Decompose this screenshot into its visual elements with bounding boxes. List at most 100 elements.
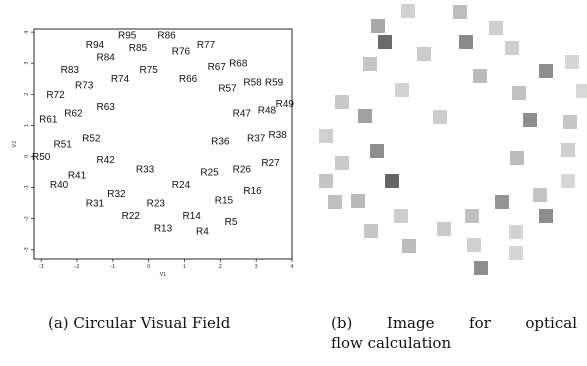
- gray-square: [565, 55, 579, 69]
- gray-square: [473, 69, 487, 83]
- gray-square: [335, 95, 349, 109]
- gray-square: [394, 209, 408, 223]
- x-tick-label: 2: [219, 264, 222, 270]
- region-label-r85: R85: [129, 43, 148, 54]
- region-label-r27: R27: [261, 158, 280, 169]
- gray-square: [319, 174, 333, 188]
- region-label-r83: R83: [61, 65, 80, 76]
- gray-square: [523, 113, 537, 127]
- gray-square: [437, 222, 451, 236]
- gray-square: [371, 19, 385, 33]
- region-label-r31: R31: [86, 199, 105, 210]
- region-label-r94: R94: [86, 40, 105, 51]
- y-tick-label: 0: [24, 155, 30, 158]
- x-tick-label: -1: [110, 264, 115, 270]
- caption-b: (b) Image for optical flow calculation: [331, 313, 577, 353]
- gray-square: [417, 47, 431, 61]
- optical-flow-image: [319, 4, 587, 275]
- region-label-r38: R38: [268, 130, 287, 141]
- gray-square: [351, 194, 365, 208]
- gray-square: [495, 195, 509, 209]
- x-tick-label: 1: [183, 264, 186, 270]
- region-label-r15: R15: [215, 195, 234, 206]
- gray-square: [510, 151, 524, 165]
- y-tick-label: -1: [24, 185, 30, 190]
- gray-square: [539, 209, 553, 223]
- region-label-r73: R73: [75, 80, 94, 91]
- gray-square: [402, 239, 416, 253]
- region-label-r50: R50: [32, 152, 51, 163]
- region-label-r62: R62: [64, 108, 83, 119]
- gray-square: [364, 224, 378, 238]
- region-label-r84: R84: [96, 52, 115, 63]
- y-tick-label: 1: [24, 124, 30, 127]
- region-label-r86: R86: [157, 31, 176, 42]
- region-label-r37: R37: [247, 133, 266, 144]
- plot-frame: [33, 28, 293, 260]
- gray-square: [465, 209, 479, 223]
- region-label-r41: R41: [68, 171, 87, 182]
- gray-square: [401, 4, 415, 18]
- region-label-r24: R24: [172, 180, 191, 191]
- gray-square: [363, 57, 377, 71]
- gray-square: [533, 188, 547, 202]
- x-axis-label: V1: [160, 272, 167, 278]
- region-label-r16: R16: [243, 186, 262, 197]
- region-label-r72: R72: [46, 90, 65, 101]
- region-label-r14: R14: [182, 211, 201, 222]
- gray-square: [459, 35, 473, 49]
- region-label-r49: R49: [276, 99, 295, 110]
- region-label-r5: R5: [225, 217, 238, 228]
- y-tick-label: 2: [24, 93, 30, 96]
- caption-a: (a) Circular Visual Field: [48, 314, 231, 332]
- gray-square: [385, 174, 399, 188]
- region-label-r26: R26: [233, 164, 252, 175]
- x-tick-label: 0: [147, 264, 150, 270]
- region-label-r42: R42: [96, 155, 115, 166]
- gray-square: [489, 21, 503, 35]
- gray-square: [433, 110, 447, 124]
- gray-square: [561, 174, 575, 188]
- region-labels: R95 R86 R94 R85 R76 R77 R84 R67 R68 R83 R75 R74 R66 R…: [32, 31, 294, 238]
- x-tick-label: 4: [290, 264, 293, 270]
- x-tick-label: -3: [39, 264, 44, 270]
- gray-square: [509, 225, 523, 239]
- gray-square: [509, 246, 523, 260]
- gray-square: [319, 129, 333, 143]
- y-axis-label: V2: [12, 141, 18, 148]
- region-label-r67: R67: [208, 62, 227, 73]
- gray-square: [395, 83, 409, 97]
- region-label-r4: R4: [196, 227, 209, 238]
- gray-square: [335, 156, 349, 170]
- x-axis-ticks: -3 -2 -1 0 1 2 3 4: [39, 259, 294, 270]
- region-label-r51: R51: [53, 140, 72, 151]
- region-label-r25: R25: [200, 167, 219, 178]
- region-label-r74: R74: [111, 74, 130, 85]
- region-label-r23: R23: [147, 199, 166, 210]
- region-label-r76: R76: [172, 46, 191, 57]
- region-label-r57: R57: [218, 84, 237, 95]
- region-label-r32: R32: [107, 189, 126, 200]
- gray-square: [576, 84, 587, 98]
- gray-square: [378, 35, 392, 49]
- region-label-r66: R66: [179, 74, 198, 85]
- region-label-r59: R59: [265, 77, 284, 88]
- region-label-r68: R68: [229, 59, 248, 70]
- region-label-r63: R63: [96, 102, 115, 113]
- y-tick-label: -3: [24, 247, 30, 252]
- gray-square: [561, 143, 575, 157]
- gray-square: [512, 86, 526, 100]
- region-label-r95: R95: [118, 31, 137, 42]
- region-label-r52: R52: [82, 133, 101, 144]
- x-tick-label: -2: [75, 264, 80, 270]
- region-label-r36: R36: [211, 136, 230, 147]
- region-label-r48: R48: [258, 105, 277, 116]
- region-label-r47: R47: [233, 108, 252, 119]
- y-tick-label: 4: [24, 31, 30, 34]
- gray-square: [474, 261, 488, 275]
- dot-pattern: [319, 4, 587, 275]
- region-label-r22: R22: [122, 211, 141, 222]
- gray-square: [467, 238, 481, 252]
- gray-square: [505, 41, 519, 55]
